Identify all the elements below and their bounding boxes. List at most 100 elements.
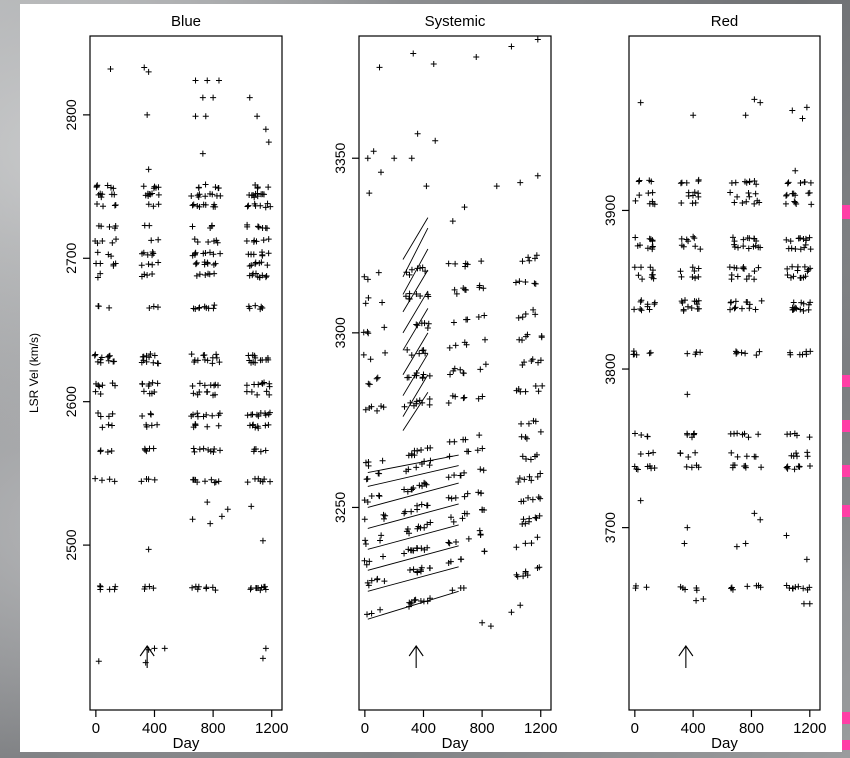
data-point <box>694 301 701 308</box>
data-point <box>192 249 199 256</box>
data-point <box>401 550 408 557</box>
arrow-marker <box>678 645 694 668</box>
data-point <box>266 409 273 416</box>
data-point <box>745 434 752 441</box>
data-point <box>459 515 466 522</box>
data-point <box>413 464 420 471</box>
data-point <box>406 271 413 278</box>
x-tick-label: 0 <box>92 720 100 737</box>
data-point <box>650 449 657 456</box>
data-point <box>151 183 158 190</box>
data-point <box>533 515 540 522</box>
data-point <box>97 583 104 590</box>
data-point <box>514 573 521 580</box>
data-point <box>261 379 268 386</box>
data-point <box>479 445 486 452</box>
data-point <box>95 410 102 417</box>
data-point <box>199 150 206 157</box>
pink-bar-3 <box>842 420 850 432</box>
data-point <box>92 475 99 482</box>
y-tick-label: 3700 <box>602 512 618 543</box>
data-point <box>92 388 99 395</box>
data-point <box>689 200 696 207</box>
data-point <box>535 494 542 501</box>
data-point <box>138 478 145 485</box>
pink-bar-7 <box>842 740 850 750</box>
data-point <box>465 535 472 542</box>
data-point <box>426 395 433 402</box>
data-point <box>756 348 763 355</box>
data-point <box>204 357 211 364</box>
fit-line <box>402 248 429 295</box>
data-point <box>805 190 812 197</box>
data-point <box>108 448 115 455</box>
data-point <box>690 233 697 240</box>
data-point <box>243 388 250 395</box>
data-point <box>111 191 118 198</box>
data-point <box>644 433 651 440</box>
data-point <box>685 454 692 461</box>
data-point <box>210 94 217 101</box>
data-point <box>513 544 520 551</box>
data-point <box>651 301 658 308</box>
data-point <box>473 53 480 60</box>
data-point <box>649 246 656 253</box>
data-point <box>806 434 813 441</box>
data-point <box>190 411 197 418</box>
data-point <box>381 515 388 522</box>
data-point <box>528 540 535 547</box>
data-point <box>194 413 201 420</box>
data-point <box>370 148 377 155</box>
data-point <box>516 278 523 285</box>
data-point <box>519 453 526 460</box>
data-point <box>150 445 157 452</box>
data-point <box>190 445 197 452</box>
data-point <box>631 306 638 313</box>
data-point <box>145 201 152 208</box>
fit-line <box>402 290 429 334</box>
data-point <box>210 305 217 312</box>
data-point <box>784 180 791 187</box>
data-point <box>365 380 372 387</box>
pink-bar-1 <box>842 205 850 219</box>
data-point <box>425 293 432 300</box>
y-tick-label: 2600 <box>63 386 79 417</box>
data-point <box>692 449 699 456</box>
panel-red: Red Day 0 400 800 1200 3700 3800 3900 <box>602 13 826 752</box>
data-point <box>266 380 273 387</box>
data-point <box>212 391 219 398</box>
data-point <box>245 303 252 310</box>
data-point <box>532 311 539 318</box>
data-point <box>262 412 269 419</box>
data-point <box>259 478 266 485</box>
data-point <box>730 462 737 469</box>
panel-systemic: Systemic Day 0 400 800 1200 3250 3300 3350 <box>332 13 557 752</box>
data-point <box>150 303 157 310</box>
data-point <box>97 260 104 267</box>
data-point <box>267 203 274 210</box>
data-point <box>259 251 266 258</box>
data-point <box>401 486 408 493</box>
data-point <box>374 576 381 583</box>
data-point <box>243 238 250 245</box>
data-point <box>794 267 801 274</box>
data-point <box>362 406 369 413</box>
data-point <box>107 65 114 72</box>
data-point <box>746 272 753 279</box>
data-point <box>739 431 746 438</box>
data-point <box>475 313 482 320</box>
data-point <box>522 520 529 527</box>
data-point <box>208 223 215 230</box>
data-point <box>631 430 638 437</box>
data-point <box>688 434 695 441</box>
data-point <box>224 506 231 513</box>
data-point <box>204 499 211 506</box>
data-point <box>424 544 431 551</box>
y-tick-label: 2800 <box>63 99 79 130</box>
data-point <box>361 497 368 504</box>
data-point <box>479 619 486 626</box>
data-point <box>688 464 695 471</box>
y-tick-label: 3350 <box>332 142 348 173</box>
data-point <box>252 354 259 361</box>
data-point <box>479 506 486 513</box>
